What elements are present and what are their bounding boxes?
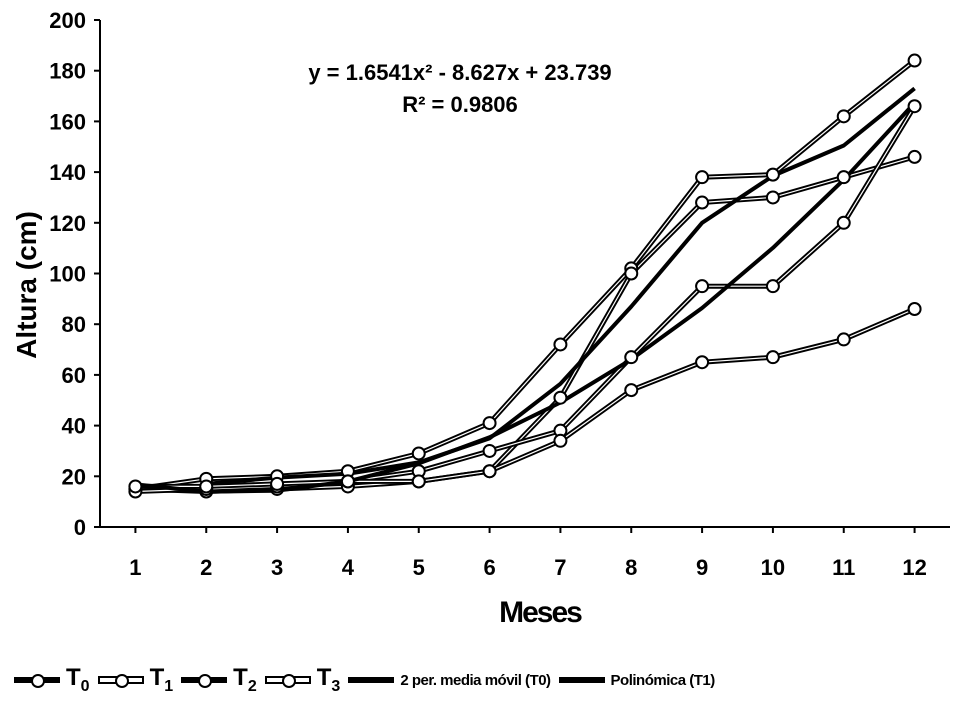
x-axis-title: Meses (499, 596, 582, 629)
series-2-point (624, 350, 639, 365)
series-3-point (340, 474, 355, 489)
series-0-point (411, 446, 426, 461)
y-tick-label: 180 (49, 59, 86, 84)
legend-sub-t3: 3 (331, 677, 341, 695)
series-0-point (836, 109, 851, 124)
axes (94, 19, 950, 533)
y-tick-label: 160 (49, 109, 86, 134)
legend-sub-t2: 2 (247, 677, 257, 695)
series-2-point (695, 279, 710, 294)
legend-swatch-t0 (14, 673, 60, 688)
legend-sub-t1: 1 (164, 677, 174, 695)
legend-swatch-moving-average (348, 673, 395, 687)
legend-swatch-t3 (264, 673, 311, 688)
series-layer (128, 53, 922, 499)
x-tick-label: 10 (761, 555, 785, 580)
series-3-point (907, 301, 922, 316)
legend-label-t3: T (316, 664, 332, 692)
legend-item-moving-average: 2 per. media móvil (T0) (348, 671, 551, 689)
legend-label-t0: T (66, 664, 81, 692)
y-tick-label: 0 (74, 515, 86, 540)
series-0-point (907, 53, 922, 68)
series-3-point (624, 383, 639, 398)
x-tick-label: 7 (554, 555, 566, 580)
series-0-point (482, 416, 497, 431)
legend-label-moving-average: 2 per. media móvil (T0) (400, 671, 551, 689)
y-tick-label: 200 (49, 8, 86, 33)
series-3-point (765, 350, 780, 365)
y-tick-label: 140 (49, 160, 86, 185)
legend-item-t1: T1 (97, 664, 174, 696)
series-1-point (836, 170, 851, 185)
trendline-equation: y = 1.6541x² - 8.627x + 23.739 (308, 60, 611, 85)
series-0-point (765, 167, 780, 182)
series-3-point (128, 479, 143, 494)
series-2-point (907, 99, 922, 114)
series-3-point (411, 474, 426, 489)
series-3-point (482, 464, 497, 479)
legend-swatch-t2 (181, 673, 228, 688)
legend-item-polynomial: Polinómica (T1) (558, 671, 716, 689)
series-2-line-highlight (135, 105, 916, 493)
series-3-point (553, 433, 568, 448)
series-2-point (482, 443, 497, 458)
series-0-point (695, 170, 710, 185)
legend-item-t0: T0 (14, 664, 90, 696)
series-1-point (765, 190, 780, 205)
x-tick-label: 8 (625, 555, 637, 580)
legend-label-polynomial: Polinómica (T1) (610, 671, 716, 689)
x-tick-label: 2 (200, 555, 212, 580)
x-tick-label: 6 (483, 555, 495, 580)
series-3-point (270, 476, 285, 491)
y-tick-label: 120 (49, 211, 86, 236)
series-3-point (836, 332, 851, 347)
x-tick-label: 9 (696, 555, 708, 580)
legend-label-t1: T (149, 664, 165, 692)
y-tick-label: 100 (49, 262, 86, 287)
y-tick-label: 80 (62, 312, 86, 337)
series-5-line (135, 101, 917, 494)
chart-legend: T0 T1 T2 T3 2 per. media móvil (T0) Poli… (14, 662, 944, 698)
y-axis-title: Altura (cm) (11, 211, 42, 359)
x-tick-label: 3 (271, 555, 283, 580)
legend-swatch-t1 (97, 673, 144, 688)
legend-item-t2: T2 (181, 664, 257, 696)
legend-item-t3: T3 (264, 664, 341, 696)
series-3-line (135, 306, 916, 489)
x-tick-label: 4 (342, 555, 355, 580)
series-1-point (695, 195, 710, 210)
series-0-line-highlight (135, 60, 915, 490)
series-2-point (765, 279, 780, 294)
x-tick-label: 5 (413, 555, 425, 580)
y-tick-label: 20 (62, 464, 86, 489)
series-1-point (553, 390, 568, 405)
y-tick-label: 40 (62, 414, 86, 439)
series-1-point (624, 266, 639, 281)
legend-sub-t0: 0 (80, 677, 90, 695)
series-2-point (836, 215, 851, 230)
series-1-point (907, 149, 922, 164)
x-tick-label: 11 (832, 555, 855, 580)
series-4-line (206, 86, 916, 486)
trendline-r-squared: R² = 0.9806 (402, 92, 518, 117)
series-0-point (553, 337, 568, 352)
y-tick-label: 60 (62, 363, 86, 388)
series-0-line (135, 58, 917, 492)
series-3-line-highlight (135, 308, 915, 487)
x-tick-label: 1 (129, 555, 141, 580)
series-3-point (199, 479, 214, 494)
series-3-point (695, 355, 710, 370)
x-tick-label: 12 (902, 555, 926, 580)
legend-label-t2: T (233, 664, 248, 692)
legend-swatch-polynomial (558, 673, 605, 687)
